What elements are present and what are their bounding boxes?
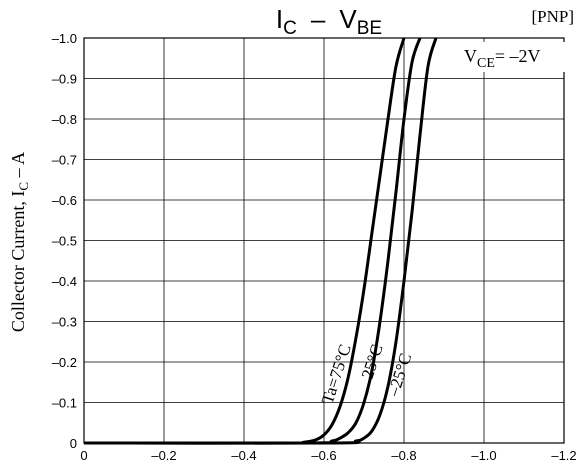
y-tick-label-9: –0.9 <box>52 72 77 87</box>
condition-label: VCE= –2V <box>458 42 576 72</box>
y-tick-label-2: –0.2 <box>52 355 77 370</box>
y-tick-label-7: –0.7 <box>52 153 77 168</box>
x-tick-label-4: –0.8 <box>391 448 416 463</box>
y-tick-label-4: –0.4 <box>52 274 77 289</box>
x-tick-label-0: 0 <box>80 448 87 463</box>
y-tick-label-3: –0.3 <box>52 315 77 330</box>
x-tick-label-2: –0.4 <box>231 448 256 463</box>
y-axis-label-sub: C <box>16 182 31 191</box>
x-tick-label-3: –0.6 <box>311 448 336 463</box>
series-label-minus25: –25°C <box>383 351 415 399</box>
y-tick-label-10: –1.0 <box>52 31 77 46</box>
title-second-sub: BE <box>357 18 382 39</box>
title-second: V <box>339 4 357 34</box>
y-axis-label: Collector Current, IC – A <box>8 152 31 332</box>
y-tick-label-6: –0.6 <box>52 193 77 208</box>
y-axis-label-suffix: – A <box>8 152 28 182</box>
series-label-25: 25°C <box>358 342 387 381</box>
series-layer <box>83 37 438 445</box>
y-tick-label-5: –0.5 <box>52 234 77 249</box>
pnp-tag: [PNP] <box>531 7 574 26</box>
y-tick-labels: 0 –0.1 –0.2 –0.3 –0.4 –0.5 –0.6 –0.7 –0.8 –0.9 –1.… <box>52 31 77 451</box>
chart-title: IC – VBE <box>276 4 382 39</box>
condition-sub: CE <box>477 56 495 71</box>
y-tick-label-8: –0.8 <box>52 112 77 127</box>
x-tick-labels: 0 –0.2 –0.4 –0.6 –0.8 –1.0 –1.2 <box>80 448 576 463</box>
x-tick-label-6: –1.2 <box>551 448 576 463</box>
title-main: I <box>276 4 283 34</box>
y-tick-label-0: 0 <box>70 436 77 451</box>
y-axis-label-text: Collector Current, I <box>8 191 28 332</box>
condition-prefix: V <box>464 46 477 66</box>
title-dash: – <box>311 4 326 34</box>
x-tick-label-5: –1.0 <box>471 448 496 463</box>
condition-text: VCE= –2V <box>464 46 541 71</box>
condition-value: = –2V <box>495 46 541 66</box>
title-main-sub: C <box>283 18 297 39</box>
series-line-2 <box>83 37 438 445</box>
x-tick-label-1: –0.2 <box>151 448 176 463</box>
y-tick-label-1: –0.1 <box>52 396 77 411</box>
